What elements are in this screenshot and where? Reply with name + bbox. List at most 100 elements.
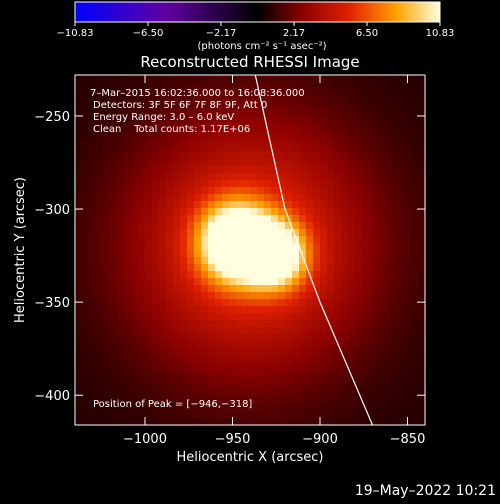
heatmap-cell [194, 257, 202, 265]
heatmap-cell [362, 117, 370, 125]
heatmap-cell [124, 320, 132, 328]
heatmap-cell [271, 117, 279, 125]
heatmap-cell [159, 180, 167, 188]
heatmap-cell [348, 278, 356, 286]
heatmap-cell [96, 180, 104, 188]
heatmap-cell [341, 250, 349, 258]
heatmap-cell [264, 243, 272, 251]
heatmap-cell [103, 299, 111, 307]
heatmap-cell [271, 341, 279, 349]
heatmap-cell [418, 194, 426, 202]
heatmap-cell [397, 320, 405, 328]
heatmap-cell [369, 334, 377, 342]
heatmap-cell [208, 236, 216, 244]
heatmap-cell [124, 355, 132, 363]
heatmap-cell [110, 313, 118, 321]
heatmap-cell [250, 194, 258, 202]
heatmap-cell [250, 376, 258, 384]
heatmap-cell [166, 348, 174, 356]
heatmap-cell [404, 159, 412, 167]
heatmap-cell [264, 299, 272, 307]
heatmap-cell [285, 383, 293, 391]
heatmap-cell [264, 341, 272, 349]
heatmap-cell [348, 404, 356, 412]
heatmap-cell [327, 397, 335, 405]
heatmap-cell [257, 75, 265, 83]
heatmap-cell [166, 82, 174, 90]
heatmap-cell [131, 110, 139, 118]
heatmap-cell [159, 306, 167, 314]
heatmap-cell [257, 271, 265, 279]
heatmap-cell [229, 257, 237, 265]
heatmap-cell [327, 257, 335, 265]
heatmap-cell [117, 110, 125, 118]
heatmap-cell [306, 397, 314, 405]
heatmap-cell [418, 229, 426, 237]
heatmap-cell [418, 138, 426, 146]
heatmap-cell [166, 299, 174, 307]
heatmap-cell [75, 82, 83, 90]
heatmap-cell [404, 355, 412, 363]
heatmap-cell [271, 75, 279, 83]
heatmap-cell [103, 418, 111, 426]
heatmap-cell [243, 285, 251, 293]
heatmap-cell [376, 124, 384, 132]
heatmap-cell [229, 117, 237, 125]
heatmap-cell [103, 194, 111, 202]
heatmap-cell [404, 250, 412, 258]
heatmap-cell [208, 222, 216, 230]
heatmap-cell [229, 215, 237, 223]
heatmap-cell [313, 82, 321, 90]
heatmap-cell [264, 327, 272, 335]
heatmap-cell [243, 180, 251, 188]
heatmap-cell [180, 89, 188, 97]
heatmap-cell [250, 124, 258, 132]
heatmap-cell [341, 390, 349, 398]
heatmap-cell [285, 194, 293, 202]
heatmap-cell [243, 411, 251, 419]
heatmap-cell [131, 355, 139, 363]
heatmap-cell [285, 222, 293, 230]
heatmap-cell [187, 327, 195, 335]
heatmap-cell [411, 292, 419, 300]
heatmap-cell [187, 201, 195, 209]
heatmap-cell [103, 89, 111, 97]
heatmap-cell [306, 292, 314, 300]
heatmap-cell [236, 313, 244, 321]
heatmap-cell [243, 313, 251, 321]
heatmap-cell [327, 215, 335, 223]
heatmap-cell [180, 376, 188, 384]
heatmap-cell [166, 306, 174, 314]
heatmap-cell [236, 145, 244, 153]
heatmap-cell [341, 264, 349, 272]
heatmap-cell [411, 404, 419, 412]
heatmap-cell [82, 89, 90, 97]
heatmap-cell [299, 110, 307, 118]
heatmap-cell [173, 96, 181, 104]
heatmap-cell [89, 376, 97, 384]
heatmap-cell [124, 397, 132, 405]
heatmap-cell [194, 285, 202, 293]
heatmap-cell [271, 411, 279, 419]
y-axis-label: Heliocentric Y (arcsec) [13, 177, 28, 323]
heatmap-cell [292, 117, 300, 125]
heatmap-cell [271, 320, 279, 328]
heatmap-cell [327, 110, 335, 118]
heatmap-cell [376, 348, 384, 356]
heatmap-cell [131, 299, 139, 307]
heatmap-cell [306, 264, 314, 272]
heatmap-cell [334, 166, 342, 174]
heatmap-cell [117, 194, 125, 202]
heatmap-cell [96, 376, 104, 384]
heatmap-cell [383, 152, 391, 160]
heatmap-cell [404, 152, 412, 160]
heatmap-cell [264, 152, 272, 160]
heatmap-cell [229, 82, 237, 90]
heatmap-cell [418, 334, 426, 342]
heatmap-cell [173, 138, 181, 146]
heatmap-cell [327, 145, 335, 153]
heatmap-cell [152, 110, 160, 118]
heatmap-cell [411, 418, 419, 426]
heatmap-cell [313, 145, 321, 153]
heatmap-cell [159, 285, 167, 293]
